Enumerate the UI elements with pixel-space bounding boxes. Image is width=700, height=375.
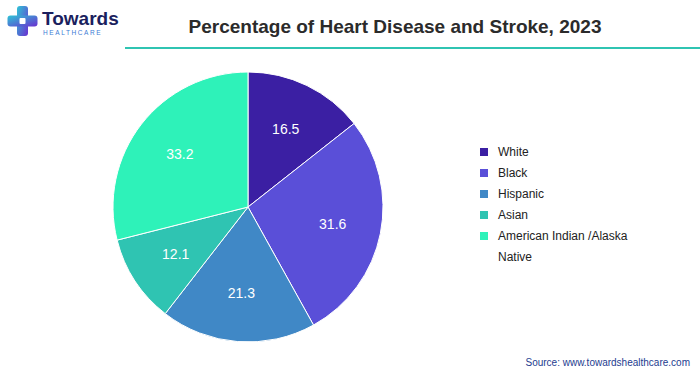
legend-swatch xyxy=(480,148,488,156)
logo-bar xyxy=(8,16,38,27)
pie-slice xyxy=(113,72,248,240)
legend-label-line: Black xyxy=(498,166,528,180)
data-label: 33.2 xyxy=(166,146,193,162)
logo-tagline: HEALTHCARE xyxy=(43,29,102,36)
legend-label-line: Native xyxy=(498,250,532,264)
logo-icon xyxy=(8,6,38,36)
source-note: Source: www.towardshealthcare.com xyxy=(525,357,690,368)
data-label: 16.5 xyxy=(272,121,299,137)
legend-label-line: White xyxy=(498,145,529,159)
legend-label-line: Hispanic xyxy=(498,187,544,201)
logo-center xyxy=(20,18,26,24)
legend-swatch xyxy=(480,232,488,240)
logo-name: Towards xyxy=(42,8,119,29)
legend-label-line: Asian xyxy=(498,208,528,222)
legend-swatch xyxy=(480,211,488,219)
legend: White Black Hispanic Asian American Indian /… xyxy=(480,145,628,264)
data-label: 21.3 xyxy=(228,285,255,301)
header-rule xyxy=(125,47,700,49)
legend-label: Hispanic xyxy=(498,187,544,201)
chart-title: Percentage of Heart Disease and Stroke, … xyxy=(189,16,602,37)
pie xyxy=(113,72,383,342)
data-label: 12.1 xyxy=(162,246,189,262)
legend-label-line: American Indian /Alaska xyxy=(498,229,628,243)
legend-label: Black xyxy=(498,166,528,180)
legend-swatch xyxy=(480,169,488,177)
legend-label: Asian xyxy=(498,208,528,222)
data-label: 31.6 xyxy=(319,216,346,232)
legend-label: White xyxy=(498,145,529,159)
legend-swatch xyxy=(480,190,488,198)
legend-label: American Indian /Alaska Native xyxy=(498,229,628,264)
chart-canvas: TowardsHEALTHCARE Percentage of Heart Dis… xyxy=(0,0,700,375)
data-labels: 16.5 31.6 21.3 12.1 33.2 xyxy=(162,121,346,301)
